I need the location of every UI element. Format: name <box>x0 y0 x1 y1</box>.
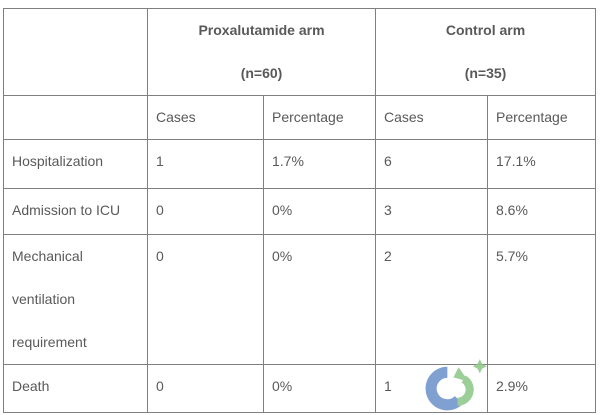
arm-header-proxalutamide: Proxalutamide arm (n=60) <box>147 8 376 96</box>
col-header-percentage-control: Percentage <box>487 95 596 140</box>
sub-header-row: Cases Percentage Cases Percentage <box>3 95 596 140</box>
cell-value: 2 <box>375 234 488 365</box>
cell-value: 0 <box>147 188 264 235</box>
outcomes-table: Proxalutamide arm (n=60) Control arm (n=… <box>3 8 596 413</box>
row-label: Admission to ICU <box>3 188 148 235</box>
col-header-percentage-prox: Percentage <box>263 95 376 140</box>
cell-value: 1 <box>147 139 264 189</box>
table-row-hospitalization: Hospitalization 1 1.7% 6 17.1% <box>3 139 596 189</box>
col-header-cases-prox: Cases <box>147 95 264 140</box>
table-row-death: Death 0 0% 1 2.9% <box>3 364 596 413</box>
cell-value: 0% <box>263 188 376 235</box>
arm-name-control: Control arm <box>445 22 526 38</box>
table-row-icu: Admission to ICU 0 0% 3 8.6% <box>3 188 596 235</box>
col-header-cases-control: Cases <box>375 95 488 140</box>
row-label: Death <box>3 364 148 413</box>
arm-header-control: Control arm (n=35) <box>375 8 596 96</box>
arm-name-proxalutamide: Proxalutamide arm <box>198 22 325 38</box>
cell-value: 0% <box>263 234 376 365</box>
row-label: Mechanical ventilation requirement <box>3 234 148 365</box>
corner-cell-top <box>3 8 148 96</box>
cell-value: 2.9% <box>487 364 596 413</box>
arm-n-control: (n=35) <box>464 65 507 81</box>
arm-n-proxalutamide: (n=60) <box>240 65 283 81</box>
cell-value: 5.7% <box>487 234 596 365</box>
cell-value: 6 <box>375 139 488 189</box>
cell-value: 0 <box>147 364 264 413</box>
table-row-ventilation: Mechanical ventilation requirement 0 0% … <box>3 234 596 365</box>
row-label: Hospitalization <box>3 139 148 189</box>
cell-value: 17.1% <box>487 139 596 189</box>
arm-header-row: Proxalutamide arm (n=60) Control arm (n=… <box>3 8 596 96</box>
cell-value: 8.6% <box>487 188 596 235</box>
cell-value: 3 <box>375 188 488 235</box>
cell-value: 0% <box>263 364 376 413</box>
cell-value: 1 <box>375 364 488 413</box>
corner-cell-sub <box>3 95 148 140</box>
cell-value: 0 <box>147 234 264 365</box>
cell-value: 1.7% <box>263 139 376 189</box>
